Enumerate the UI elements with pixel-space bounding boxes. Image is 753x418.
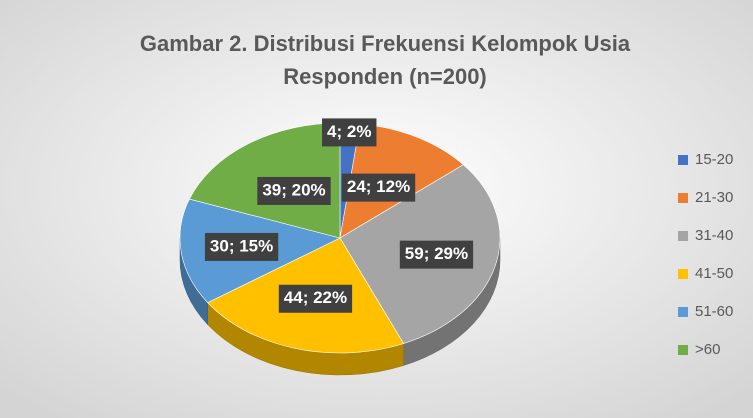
data-label: 44; 22% bbox=[278, 284, 353, 313]
data-label-box bbox=[399, 240, 474, 269]
data-label-text: 44; 22% bbox=[284, 288, 347, 307]
legend-swatch bbox=[678, 345, 688, 355]
data-label-box bbox=[322, 118, 377, 147]
legend-label: 31-40 bbox=[695, 227, 733, 244]
legend-label: 21-30 bbox=[695, 189, 733, 206]
data-label-text: 30; 15% bbox=[210, 236, 273, 255]
legend-swatch bbox=[678, 307, 688, 317]
data-label-box bbox=[257, 176, 331, 205]
chart-title: Responden (n=200) bbox=[283, 64, 487, 89]
data-label-text: 4; 2% bbox=[327, 122, 371, 141]
chart-title: Gambar 2. Distribusi Frekuensi Kelompok … bbox=[140, 31, 631, 56]
legend-swatch bbox=[678, 155, 688, 165]
legend-swatch bbox=[678, 269, 688, 279]
legend-swatch bbox=[678, 231, 688, 241]
data-label-text: 39; 20% bbox=[262, 180, 325, 199]
data-label-text: 59; 29% bbox=[405, 244, 468, 263]
data-label-box bbox=[204, 232, 279, 261]
legend-label: 15-20 bbox=[695, 151, 733, 168]
data-label: 24; 12% bbox=[341, 173, 416, 202]
data-label-box bbox=[341, 173, 416, 202]
data-label: 39; 20% bbox=[257, 176, 331, 205]
legend-label: 51-60 bbox=[695, 303, 733, 320]
legend-swatch bbox=[678, 193, 688, 203]
legend-label: 41-50 bbox=[695, 265, 733, 282]
data-label: 4; 2% bbox=[322, 118, 377, 147]
data-label-box bbox=[278, 284, 353, 313]
data-label-text: 24; 12% bbox=[347, 177, 410, 196]
legend-label: >60 bbox=[695, 341, 720, 358]
data-label: 30; 15% bbox=[204, 232, 279, 261]
data-label: 59; 29% bbox=[399, 240, 474, 269]
